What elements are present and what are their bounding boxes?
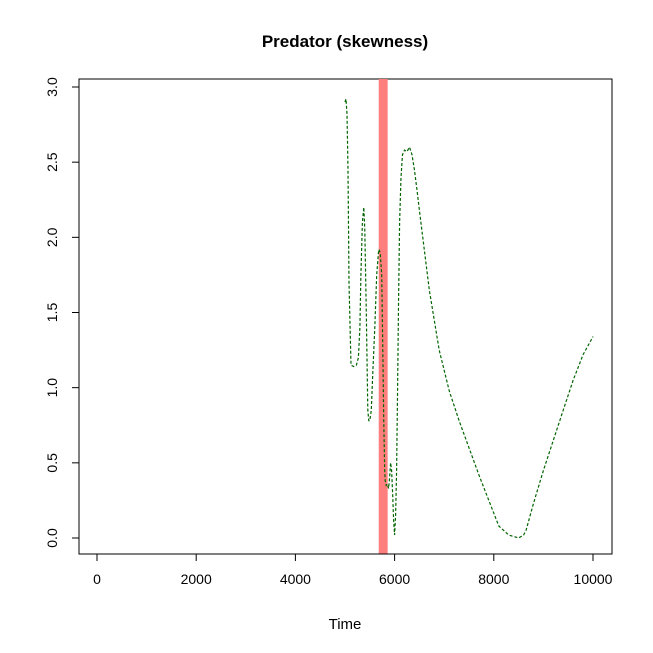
x-tick-label: 6000: [379, 571, 410, 587]
x-axis: 0 2000 4000 6000 8000 10000: [93, 553, 613, 587]
chart-title: Predator (skewness): [262, 32, 428, 51]
x-tick-label: 2000: [181, 571, 212, 587]
x-axis-label: Time: [329, 616, 362, 633]
x-tick-label: 10000: [574, 571, 613, 587]
x-tick-label: 8000: [478, 571, 509, 587]
highlight-band: [378, 79, 388, 554]
x-tick-label: 0: [93, 571, 101, 587]
highlight-band-layer: [378, 79, 388, 554]
y-tick-label: 2.0: [44, 227, 60, 247]
x-tick-label: 4000: [280, 571, 311, 587]
y-tick-label: 3.0: [44, 77, 60, 97]
y-tick-label: 1.5: [44, 303, 60, 323]
series-line: [344, 98, 594, 539]
y-tick-label: 0.5: [44, 453, 60, 473]
y-tick-label: 1.0: [44, 378, 60, 398]
y-tick-label: 0.0: [44, 528, 60, 548]
y-axis: 0.0 0.5 1.0 1.5 2.0 2.5 3.0: [44, 77, 80, 548]
plot-area: [78, 78, 613, 555]
series-line-layer: [344, 98, 594, 539]
y-tick-label: 2.5: [44, 152, 60, 172]
